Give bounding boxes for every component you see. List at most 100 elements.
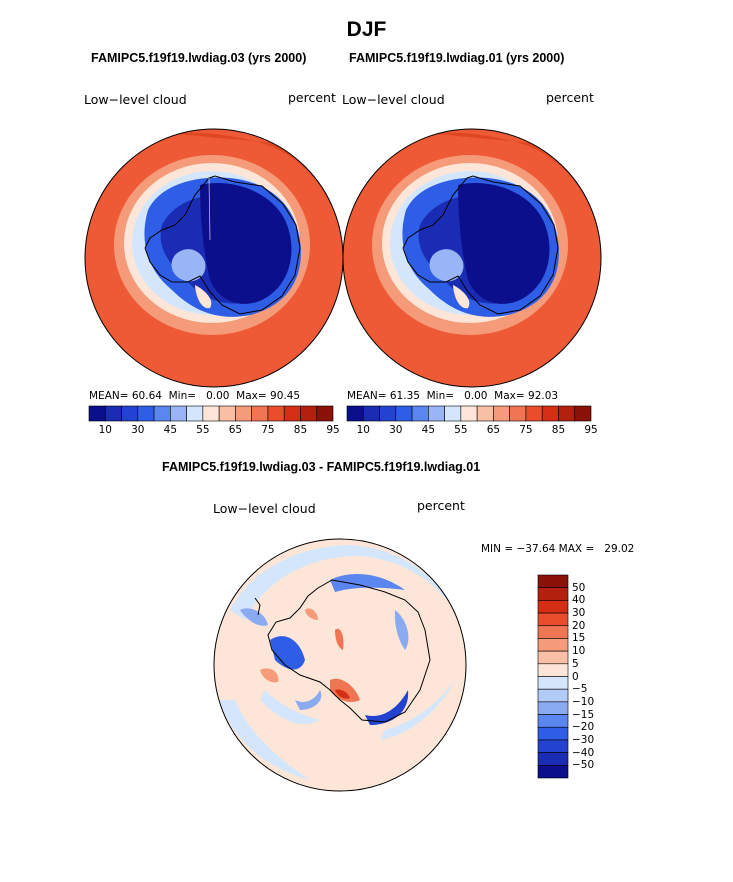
colorbar2-tick-label: 10 bbox=[356, 424, 370, 436]
panel1-min-value: 0.00 bbox=[206, 390, 230, 402]
colorbar2-tick-label: 75 bbox=[519, 424, 533, 436]
difference-colorbar-swatch bbox=[537, 625, 569, 639]
difference-colorbar-swatch bbox=[537, 752, 569, 766]
difference-title: FAMIPC5.f19f19.lwdiag.03 - FAMIPC5.f19f1… bbox=[162, 460, 481, 474]
difference-colorbar bbox=[537, 574, 569, 779]
difference-colorbar-label: −50 bbox=[572, 759, 595, 772]
colorbar2-swatch bbox=[444, 405, 462, 422]
difference-colorbar-label: −15 bbox=[572, 708, 595, 721]
colorbar1-swatch bbox=[170, 405, 187, 422]
colorbar1-swatch bbox=[121, 405, 139, 422]
colorbar1-swatch bbox=[283, 405, 301, 422]
panel2-case-title: FAMIPC5.f19f19.lwdiag.01 (yrs 2000) bbox=[349, 51, 565, 65]
panel1-stats: MEAN= 60.64 Min= 0.00 Max= 90.45 bbox=[89, 390, 300, 402]
difference-minmax: MIN = −37.64 MAX = 29.02 bbox=[481, 543, 635, 555]
panel1-mean-value: 60.64 bbox=[131, 390, 162, 402]
panel1-mean-label: MEAN= bbox=[89, 390, 129, 402]
colorbar1-swatch bbox=[316, 405, 334, 422]
colorbar1-tick-label: 85 bbox=[293, 424, 308, 436]
colorbar1-swatch bbox=[202, 405, 220, 422]
panel2-min-value: 0.00 bbox=[464, 390, 488, 402]
colorbar1 bbox=[88, 405, 334, 422]
panel1-units-label: percent bbox=[288, 90, 336, 105]
panel2-variable-label: Low−level cloud bbox=[342, 92, 445, 107]
colorbar1-tick-label: 55 bbox=[196, 424, 210, 436]
colorbar2-swatch bbox=[428, 405, 445, 422]
colorbar2-tick-label: 85 bbox=[551, 424, 566, 436]
colorbar2-tick-label: 95 bbox=[584, 424, 598, 436]
colorbar2-swatch bbox=[525, 405, 543, 422]
colorbar2-swatch bbox=[362, 405, 380, 422]
colorbar2-swatch bbox=[558, 405, 576, 422]
colorbar2-swatch bbox=[509, 405, 527, 422]
difference-colorbar-swatch bbox=[537, 765, 569, 779]
panel2-mean-label: MEAN= bbox=[347, 390, 387, 402]
difference-colorbar-label: −20 bbox=[572, 721, 595, 734]
colorbar1-swatch bbox=[218, 405, 236, 422]
colorbar1-tick-label: 65 bbox=[228, 424, 243, 436]
colorbar1-swatch bbox=[153, 405, 171, 422]
colorbar2-swatch bbox=[395, 405, 413, 422]
panel2-max-label: Max= bbox=[494, 390, 525, 402]
colorbar1-swatch bbox=[267, 405, 285, 422]
difference-colorbar-label: 5 bbox=[572, 657, 579, 670]
colorbar1-swatch bbox=[137, 405, 155, 422]
difference-colorbar-label: −10 bbox=[572, 695, 595, 708]
difference-colorbar-swatch bbox=[537, 688, 569, 703]
difference-colorbar-label: −30 bbox=[572, 733, 595, 746]
colorbar2 bbox=[346, 405, 592, 422]
difference-colorbar-swatch bbox=[537, 701, 569, 715]
difference-colorbar-swatch bbox=[537, 574, 569, 588]
colorbar2-swatch bbox=[379, 405, 397, 422]
panel1-max-value: 90.45 bbox=[270, 390, 301, 402]
panel2-max-value: 92.03 bbox=[528, 390, 559, 402]
colorbar1-tick-label: 75 bbox=[261, 424, 275, 436]
panel2-units-label: percent bbox=[546, 90, 594, 105]
difference-colorbar-swatch bbox=[537, 739, 569, 753]
colorbar1-swatch bbox=[251, 405, 269, 422]
difference-colorbar-swatch bbox=[537, 714, 569, 728]
colorbar1-swatch bbox=[88, 405, 106, 422]
panel1-variable-label: Low−level cloud bbox=[84, 92, 187, 107]
difference-colorbar-swatch bbox=[537, 587, 569, 601]
difference-colorbar-label: 20 bbox=[572, 619, 586, 632]
colorbar1-swatch bbox=[300, 405, 318, 422]
colorbar2-tick-label: 55 bbox=[454, 424, 468, 436]
colorbar2-tick-label: 30 bbox=[389, 424, 403, 436]
difference-units-label: percent bbox=[417, 498, 465, 513]
difference-variable-label: Low−level cloud bbox=[213, 501, 316, 516]
difference-colorbar-label: 50 bbox=[572, 581, 586, 594]
panel2-stats: MEAN= 61.35 Min= 0.00 Max= 92.03 bbox=[347, 390, 558, 402]
difference-colorbar-swatch bbox=[537, 638, 569, 652]
colorbar1-swatch bbox=[104, 405, 122, 422]
difference-colorbar-label: 0 bbox=[572, 670, 579, 683]
colorbar1-tick-label: 45 bbox=[163, 424, 178, 436]
colorbar2-tick-label: 65 bbox=[486, 424, 501, 436]
difference-polar-map bbox=[213, 538, 467, 792]
colorbar2-swatch bbox=[346, 405, 364, 422]
difference-colorbar-swatch bbox=[537, 612, 569, 627]
difference-colorbar-label: −5 bbox=[572, 683, 588, 696]
panel1-polar-map bbox=[84, 128, 344, 388]
difference-colorbar-swatch bbox=[537, 726, 569, 741]
panel1-case-title: FAMIPC5.f19f19.lwdiag.03 (yrs 2000) bbox=[91, 51, 307, 65]
difference-colorbar-label: −40 bbox=[572, 746, 595, 759]
colorbar2-swatch bbox=[574, 405, 592, 422]
difference-colorbar-label: 40 bbox=[572, 594, 586, 607]
difference-colorbar-swatch bbox=[537, 663, 569, 677]
colorbar2-swatch bbox=[493, 405, 510, 422]
panel2-mean-value: 61.35 bbox=[389, 390, 420, 402]
panel1-max-label: Max= bbox=[236, 390, 267, 402]
difference-colorbar-swatch bbox=[537, 650, 569, 665]
colorbar2-swatch bbox=[411, 405, 429, 422]
colorbar1-tick-label: 30 bbox=[131, 424, 145, 436]
colorbar2-swatch bbox=[476, 405, 494, 422]
panel2-polar-map bbox=[342, 128, 602, 388]
colorbar2-tick-label: 45 bbox=[421, 424, 436, 436]
colorbar1-tick-label: 10 bbox=[98, 424, 112, 436]
colorbar2-swatch bbox=[460, 405, 478, 422]
colorbar1-swatch bbox=[235, 405, 252, 422]
panel1-min-label: Min= bbox=[168, 390, 197, 402]
difference-colorbar-label: 10 bbox=[572, 645, 586, 658]
